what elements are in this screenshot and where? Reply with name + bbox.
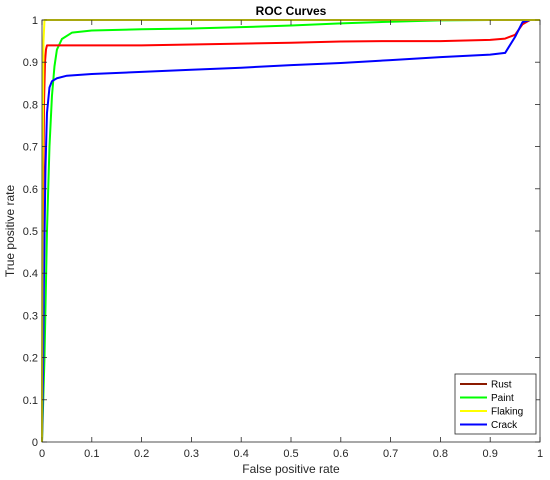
legend-label-rust: Rust [491, 380, 512, 391]
chart-title: ROC Curves [256, 4, 327, 18]
x-tick-label: 0.7 [383, 448, 398, 460]
y-tick-label: 0.2 [23, 353, 38, 365]
x-tick-label: 0.5 [283, 448, 298, 460]
x-tick-label: 0.3 [184, 448, 199, 460]
legend-label-paint: Paint [491, 393, 514, 404]
legend: Rust Paint Flaking Crack [454, 373, 537, 435]
plot-area: 0 0.1 0.2 0.3 0.4 0.5 0.6 0.7 0.8 0.9 1 0 0.1 0.2 0.3 0… [23, 15, 543, 460]
x-axis-title: False positive rate [242, 462, 340, 476]
y-tick-label: 0.1 [23, 395, 38, 407]
y-tick-label: 0.7 [23, 142, 38, 154]
y-tick-label: 0.5 [23, 226, 38, 238]
x-tick-label: 0.1 [84, 448, 99, 460]
x-tick-label: 0.8 [433, 448, 448, 460]
legend-label-crack: Crack [491, 420, 518, 431]
y-axis-title: True positive rate [3, 185, 17, 278]
y-tick-label: 0 [32, 437, 38, 449]
x-tick-label: 0.2 [134, 448, 149, 460]
x-tick-label: 0.9 [483, 448, 498, 460]
plot-background [42, 20, 540, 442]
x-tick-label: 1 [537, 448, 543, 460]
series-line-rust [41, 19, 540, 443]
y-tick-label: 0.4 [23, 268, 38, 280]
x-tick-label: 0 [39, 448, 45, 460]
x-tick-label: 0.4 [234, 448, 249, 460]
x-tick-label: 0.6 [333, 448, 348, 460]
y-tick-label: 0.6 [23, 184, 38, 196]
y-tick-label: 0.8 [23, 99, 38, 111]
y-tick-label: 1 [32, 15, 38, 27]
y-tick-label: 0.3 [23, 310, 38, 322]
series-line-crack [41, 19, 540, 443]
y-tick-label: 0.9 [23, 57, 38, 69]
legend-label-flaking: Flaking [491, 407, 523, 418]
